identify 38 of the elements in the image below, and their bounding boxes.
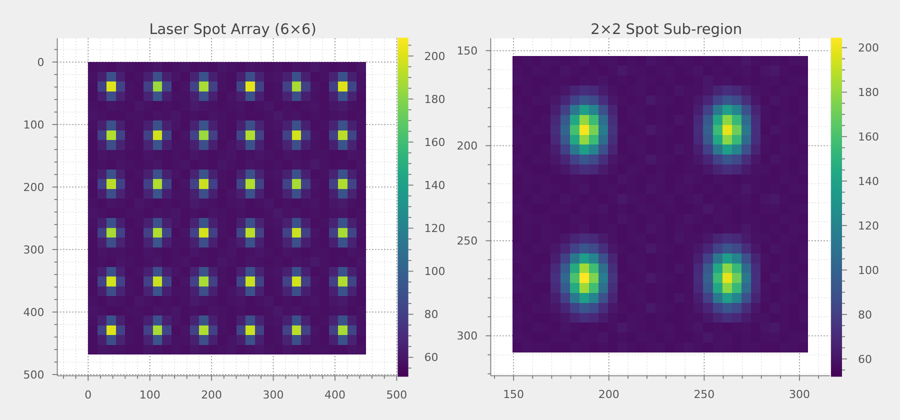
color-bar-label: 180 <box>424 92 446 106</box>
x-tick-label: 200 <box>201 388 222 402</box>
y-tick-label: 300 <box>23 243 44 256</box>
y-tick-label: 250 <box>456 234 478 248</box>
x-tick-label: 300 <box>262 388 284 402</box>
color-bar-label: 160 <box>858 130 879 144</box>
chart-title: 2×2 Spot Sub-region <box>590 22 742 38</box>
color-bar-label: 180 <box>858 86 879 100</box>
y-tick-label: 500 <box>23 368 44 382</box>
y-tick-label: 300 <box>456 330 478 343</box>
x-tick-label: 250 <box>694 388 715 402</box>
x-tick-label: 400 <box>324 388 346 402</box>
color-bar-label: 100 <box>424 265 446 278</box>
color-bar-label: 80 <box>424 308 438 322</box>
color-bar-label: 160 <box>424 136 446 149</box>
color-bar-label: 200 <box>424 50 446 63</box>
x-tick-label: 0 <box>84 388 92 402</box>
y-tick-label: 100 <box>23 118 44 132</box>
x-tick-label: 150 <box>503 388 524 402</box>
color-bar-label: 140 <box>424 178 446 192</box>
y-tick-label: 200 <box>23 180 44 194</box>
color-bar-label: 80 <box>858 308 872 322</box>
color-bar-label: 200 <box>858 42 879 55</box>
color-bar-label: 100 <box>858 264 879 277</box>
color-bar-label: 120 <box>424 222 446 236</box>
x-tick-label: 500 <box>386 388 408 402</box>
y-tick-label: 0 <box>37 56 44 69</box>
y-tick-label: 150 <box>456 44 478 58</box>
y-tick-label: 200 <box>456 140 478 153</box>
x-tick-label: 300 <box>789 388 810 402</box>
x-tick-label: 100 <box>139 388 160 402</box>
color-bar-label: 60 <box>858 352 872 366</box>
x-tick-label: 200 <box>598 388 620 402</box>
color-bar-label: 140 <box>858 174 879 188</box>
y-tick-label: 400 <box>23 306 44 319</box>
chart-title: Laser Spot Array (6×6) <box>149 22 316 38</box>
color-bar-label: 60 <box>424 351 438 364</box>
color-bar-label: 120 <box>858 219 879 232</box>
